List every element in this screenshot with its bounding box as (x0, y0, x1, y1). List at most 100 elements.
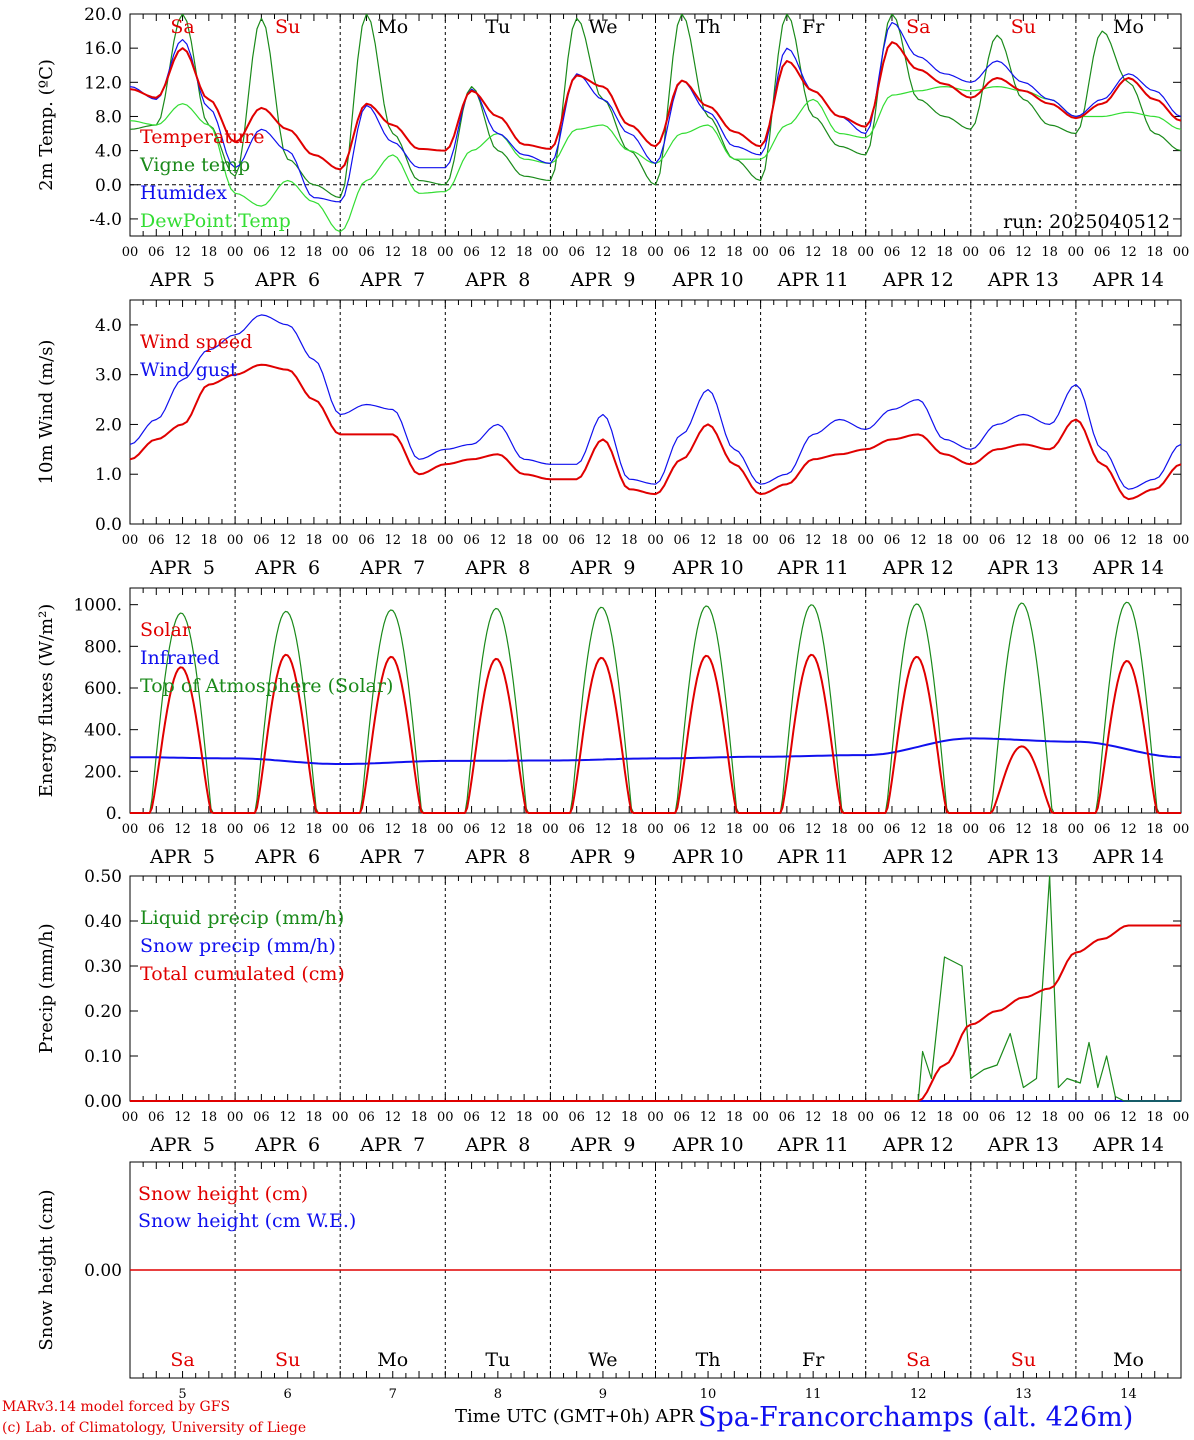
series-line-vigne-temp (130, 14, 1181, 199)
hour-tick-label: 18 (936, 822, 953, 837)
hour-tick-label: 12 (595, 822, 612, 837)
hour-tick-label: 12 (279, 245, 296, 260)
hour-tick-label: 00 (227, 822, 244, 837)
hour-tick-label: 00 (122, 1110, 139, 1125)
legend-entry: Top of Atmosphere (Solar) (140, 675, 393, 697)
date-label: APR 7 (359, 557, 425, 579)
hour-tick-label: 18 (1041, 822, 1058, 837)
weekday-label: Fr (802, 16, 825, 38)
hour-tick-label: 18 (411, 1110, 428, 1125)
y-axis-label: Energy fluxes (W/m²) (36, 604, 57, 798)
weekday-label: We (588, 16, 617, 38)
panel-frame (129, 587, 1182, 814)
hour-tick-label: 00 (227, 533, 244, 548)
date-label: APR 14 (1092, 269, 1164, 291)
y-tick-label: 2.0 (95, 415, 122, 435)
hour-tick-label: 18 (726, 1110, 743, 1125)
hour-tick-label: 00 (1068, 822, 1085, 837)
hour-tick-label: 12 (1120, 245, 1137, 260)
y-tick-label: 400. (84, 721, 122, 741)
hour-tick-label: 18 (1146, 533, 1163, 548)
legend-wind: Wind speed Wind gust (140, 331, 252, 381)
hour-tick-label: 00 (122, 245, 139, 260)
hour-tick-label: 18 (936, 533, 953, 548)
series-line-wind-speed (129, 363, 1182, 501)
weekday-label: Mo (377, 16, 408, 38)
panel-snow: 0.00 Snow height (cm) Sa Su Mo Tu We Th Fr Sa Su Mo… (36, 1161, 1182, 1402)
hour-tick-label: 18 (306, 245, 323, 260)
hour-tick-label: 06 (568, 1110, 585, 1125)
date-label: APR 8 (464, 269, 530, 291)
hour-tick-label: 18 (621, 533, 638, 548)
hour-tick-label: 12 (910, 1110, 927, 1125)
y-tick-label: 0.50 (84, 867, 122, 887)
hour-tick-label: 06 (253, 1110, 270, 1125)
hour-tick-label: 00 (1068, 245, 1085, 260)
date-label: APR 11 (777, 269, 849, 291)
y-axis-label: Snow height (cm) (36, 1189, 57, 1350)
hour-tick-label: 12 (174, 533, 191, 548)
hour-tick-label: 06 (253, 822, 270, 837)
hour-tick-label: 18 (516, 1110, 533, 1125)
date-label: APR 12 (882, 269, 954, 291)
y-tick-label: 12.0 (84, 73, 122, 93)
hour-tick-label: 18 (936, 245, 953, 260)
y-tick-label: 0.00 (84, 1261, 122, 1281)
date-label: APR 12 (882, 846, 954, 868)
hour-tick-label: 00 (1173, 533, 1190, 548)
hour-tick-label: 12 (384, 822, 401, 837)
date-label: APR 14 (1092, 557, 1164, 579)
weekday-label: Su (275, 1349, 300, 1371)
hour-tick-label: 06 (989, 533, 1006, 548)
day-number-label: 11 (805, 1387, 822, 1402)
hour-tick-label: 12 (700, 245, 717, 260)
hour-tick-label: 06 (463, 1110, 480, 1125)
hour-tick-label: 00 (332, 245, 349, 260)
hour-tick-label: 06 (989, 1110, 1006, 1125)
y-tick-label: 0. (106, 804, 122, 824)
hour-tick-label: 06 (1094, 1110, 1111, 1125)
day-number-label: 5 (178, 1387, 186, 1402)
y-tick-label: 0.0 (95, 515, 122, 535)
hour-tick-label: 00 (542, 245, 559, 260)
hour-tick-label: 18 (831, 822, 848, 837)
lab-credit-line: (c) Lab. of Climatology, University of L… (2, 1420, 307, 1436)
hour-tick-label: 06 (674, 245, 691, 260)
hour-tick-label: 00 (963, 822, 980, 837)
hour-tick-label: 18 (726, 822, 743, 837)
hour-tick-label: 18 (831, 533, 848, 548)
y-axis-label: 2m Temp. (ºC) (36, 59, 57, 191)
hour-tick-label: 12 (490, 822, 507, 837)
date-label: APR 9 (569, 846, 635, 868)
hour-tick-label: 12 (805, 822, 822, 837)
weekday-label: Mo (377, 1349, 408, 1371)
hour-tick-label: 06 (884, 1110, 901, 1125)
weekday-label: Th (696, 16, 721, 38)
hour-tick-label: 06 (884, 822, 901, 837)
hour-tick-label: 12 (384, 533, 401, 548)
hour-tick-label: 12 (490, 245, 507, 260)
hour-tick-label: 12 (1015, 1110, 1032, 1125)
panel-temperature: -4.0 0.0 4.0 8.0 12.0 16.0 20.0 2m Temp. (ºC) 00… (36, 5, 1189, 291)
hour-tick-label: 18 (306, 1110, 323, 1125)
hour-tick-label: 18 (726, 245, 743, 260)
y-tick-label: 1000. (73, 596, 122, 616)
y-tick-label: 200. (84, 762, 122, 782)
date-label: APR 13 (987, 557, 1059, 579)
date-label: APR 7 (359, 269, 425, 291)
hour-tick-label: 12 (1015, 245, 1032, 260)
hour-tick-label: 18 (1041, 245, 1058, 260)
hour-tick-label: 06 (463, 533, 480, 548)
date-label: APR 8 (464, 1134, 530, 1156)
date-label: APR 10 (672, 557, 744, 579)
hour-tick-label: 00 (752, 822, 769, 837)
hour-tick-label: 12 (279, 822, 296, 837)
weekday-label: Sa (906, 16, 930, 38)
hour-tick-label: 06 (568, 822, 585, 837)
legend-entry: Temperature (140, 126, 264, 148)
weekday-label: Mo (1113, 1349, 1144, 1371)
legend-entry: Liquid precip (mm/h) (140, 907, 344, 929)
hour-tick-label: 12 (805, 533, 822, 548)
hour-tick-label: 00 (857, 533, 874, 548)
hour-tick-label: 00 (437, 533, 454, 548)
